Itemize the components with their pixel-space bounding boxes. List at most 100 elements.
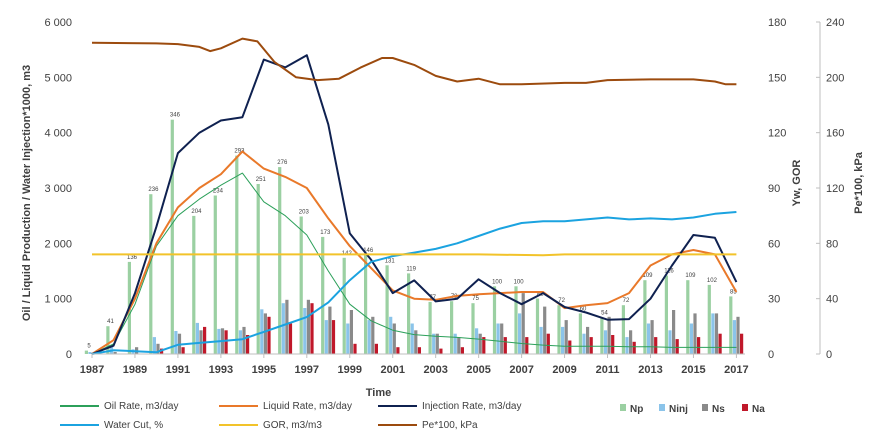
legend-label-7: Water Cut, % [104,420,163,431]
legend-label-4: Ninj [669,404,688,415]
bar-ninj-1998 [324,320,328,354]
x-tick-label: 2013 [638,364,662,376]
x-tick-label: 2001 [380,364,404,376]
bar-ninj-1992 [195,322,199,354]
bar-ninj-2017 [732,320,736,354]
bar-ns-2014 [672,310,676,354]
bar-label-np-2001: 131 [385,258,396,264]
bar-np-1998 [321,236,325,354]
bar-ns-2017 [736,316,740,354]
bar-np-1997 [299,216,303,354]
bar-ns-1998 [328,306,332,354]
x-tick-label: 2003 [423,364,447,376]
bar-na-2006 [503,337,507,354]
bar-np-1988 [106,326,110,354]
bar-label-np-2013: 109 [642,273,653,279]
bar-ns-1999 [349,310,353,354]
bar-na-2007 [525,337,529,354]
x-tick-label: 1993 [209,364,233,376]
legend: Oil Rate, m3/day Liquid Rate, m3/day Injec… [60,401,765,431]
bar-np-2002 [407,273,411,354]
y-right1-tick-label: 60 [768,238,780,250]
bar-ninj-2016 [711,313,715,354]
bar-ninj-1994 [238,330,242,354]
y-left-tick-label: 5 000 [44,72,72,84]
bar-ns-1988 [113,352,117,354]
bar-ns-1994 [242,326,246,354]
bar-label-np-1995: 251 [256,177,267,183]
x-tick-label: 2009 [552,364,576,376]
bar-label-np-2017: 85 [730,289,737,295]
bar-ninj-2013 [646,323,651,354]
y-right2-tick-label: 40 [826,294,838,306]
y-right1-tick-label: 30 [768,294,780,306]
bar-ns-2010 [586,326,590,354]
legend-label-1: Liquid Rate, m3/day [263,401,352,412]
bar-ns-2012 [629,330,633,354]
bar-na-2002 [417,347,421,354]
bar-ns-1997 [306,299,310,354]
bar-na-2014 [675,339,679,354]
bar-label-np-1997: 203 [299,210,310,216]
bar-ns-2016 [714,313,719,354]
x-tick-label: 1999 [338,364,362,376]
y-right1-axis-title: Yw, GOR [791,160,803,207]
bar-label-np-1996: 276 [277,160,288,166]
x-tick-label: 1987 [80,364,104,376]
bar-ninj-2000 [367,320,371,354]
bar-np-2000 [364,255,368,354]
bar-na-1992 [203,326,207,354]
bar-ninj-2006 [496,323,500,354]
legend-swatch-3 [620,404,626,411]
bar-label-np-2011: 54 [601,310,608,316]
y-right2-tick-label: 120 [826,183,844,195]
bar-label-np-2006: 100 [492,279,503,285]
bar-np-2009 [557,305,561,354]
bar-na-2000 [374,343,378,354]
bar-na-1994 [246,335,250,354]
bar-na-1991 [181,347,185,354]
bar-ninj-2008 [539,326,543,354]
bar-ns-2008 [543,306,547,354]
bar-na-2005 [482,337,486,354]
bar-np-2001 [385,265,389,354]
y-right2-tick-label: 200 [826,72,844,84]
y-right1-tick-label: 180 [768,17,786,29]
bar-na-2011 [611,335,615,354]
series-line-3 [91,211,737,355]
x-tick-label: 1991 [166,364,190,376]
bar-label-np-2007: 100 [514,279,525,285]
series-line-5 [91,37,737,86]
legend-label-8: GOR, m3/m3 [263,420,322,431]
bar-np-2007 [514,286,518,354]
bar-label-np-2015: 109 [685,273,696,279]
bar-ns-2004 [457,337,461,354]
bar-ninj-2007 [518,313,522,354]
bar-label-np-1988: 41 [107,319,114,325]
x-tick-label: 2015 [681,364,705,376]
x-tick-label: 2005 [466,364,490,376]
bar-label-np-1993: 234 [213,189,224,195]
bar-ninj-1996 [281,303,285,354]
bar-ninj-2011 [603,330,608,354]
y-right2-tick-label: 240 [826,17,844,29]
bar-na-2009 [568,340,572,354]
bar-np-2014 [664,275,668,354]
legend-swatch-6 [742,404,748,411]
bar-np-2012 [621,305,625,354]
legend-label-5: Ns [712,404,725,415]
bar-ninj-2005 [475,328,479,354]
bar-label-np-2005: 75 [472,296,479,302]
bar-na-2017 [740,333,744,354]
x-tick-label: 1989 [123,364,147,376]
bar-np-2003 [428,301,432,354]
bar-na-2010 [589,337,593,354]
bar-ninj-2009 [561,326,565,354]
bar-label-np-2014: 116 [664,269,674,275]
y-right2-tick-label: 0 [826,349,832,361]
x-axis-title: Time [366,387,391,399]
bar-label-np-2002: 119 [406,266,416,272]
bar-ninj-1999 [346,323,350,354]
bar-ninj-2014 [668,330,672,354]
bar-np-1992 [192,215,196,354]
